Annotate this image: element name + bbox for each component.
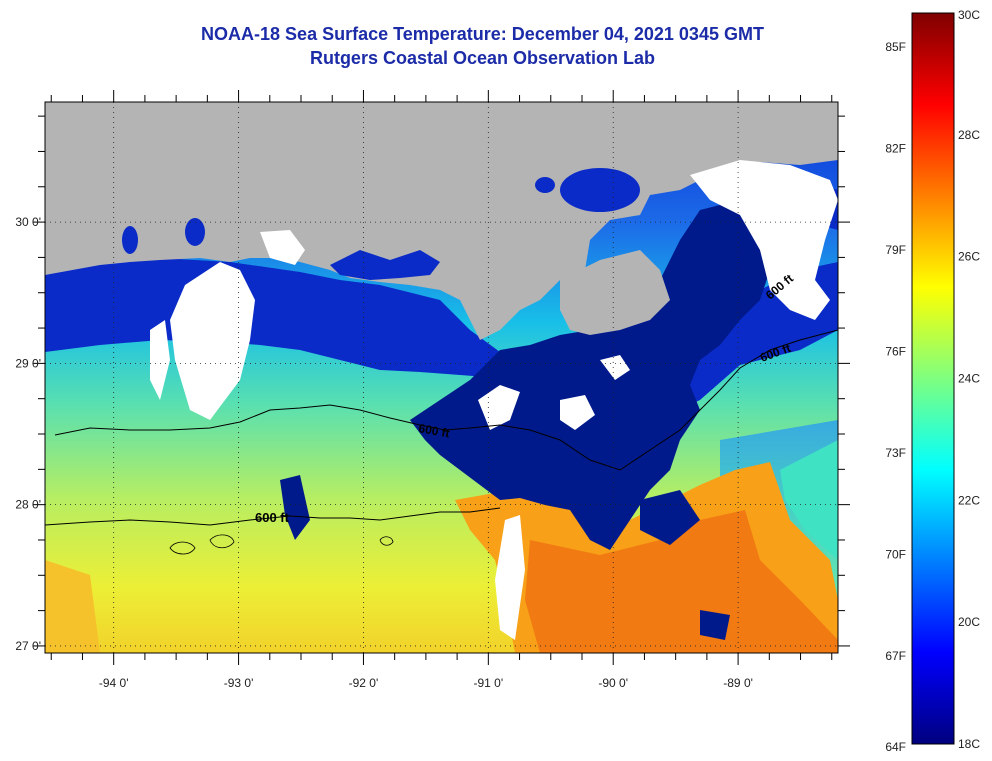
cloud-center-3	[600, 355, 630, 380]
lake-calcasieu	[185, 218, 205, 246]
colorbar-fahrenheit-label: 85F	[885, 40, 906, 54]
sst-cool-patch	[780, 440, 838, 560]
isobath-600ft-upper	[54, 329, 838, 471]
land-mass	[45, 102, 838, 340]
map-title: NOAA-18 Sea Surface Temperature: Decembe…	[201, 24, 764, 44]
lon-tick-label: -94 0'	[99, 676, 129, 690]
map-tick-labels: -94 0' -93 0' -92 0' -91 0' -90 0' -89 0' 30 0…	[15, 215, 753, 690]
isobath-600ft-lower	[45, 507, 501, 526]
cloud-east	[690, 160, 838, 320]
contour-loop-2	[209, 534, 235, 549]
map-grid	[45, 102, 838, 653]
colorbar: 30C 28C 26C 24C 22C 20C 18C 85F 82F 79F 76F 73F 70F…	[885, 8, 980, 754]
lat-tick-label: 30 0'	[15, 215, 41, 229]
lon-tick-label: -93 0'	[224, 676, 254, 690]
lon-tick-label: -90 0'	[598, 676, 628, 690]
colorbar-scale	[911, 12, 955, 745]
map-plot-area: 600 ft 600 ft 600 ft 600 ft	[45, 102, 838, 653]
sst-cold-patch-south	[700, 610, 730, 640]
colorbar-fahrenheit-label: 64F	[885, 740, 906, 754]
lat-tick-label: 28 0'	[15, 498, 41, 512]
lake-maurepas	[535, 177, 555, 193]
bay-vermilion	[330, 250, 440, 280]
colorbar-fahrenheit-labels: 85F 82F 79F 76F 73F 70F 67F 64F	[885, 40, 906, 754]
sst-cold-patch	[640, 490, 700, 545]
colorbar-celsius-label: 22C	[958, 493, 980, 507]
colorbar-fahrenheit-label: 79F	[885, 243, 906, 257]
colorbar-celsius-label: 26C	[958, 250, 980, 264]
colorbar-celsius-labels: 30C 28C 26C 24C 22C 20C 18C	[958, 8, 980, 751]
map-ticks	[33, 90, 850, 665]
colorbar-celsius-label: 20C	[958, 615, 980, 629]
cloud-coast	[260, 230, 305, 265]
colorbar-fahrenheit-label: 73F	[885, 446, 906, 460]
colorbar-fahrenheit-label: 70F	[885, 547, 906, 561]
colorbar-celsius-label: 30C	[958, 8, 980, 22]
colorbar-fahrenheit-label: 82F	[885, 141, 906, 155]
cloud-west-2	[150, 320, 170, 400]
colorbar-celsius-label: 18C	[958, 737, 980, 751]
sst-cold-patch-west	[280, 475, 310, 540]
lon-tick-label: -91 0'	[474, 676, 504, 690]
cloud-center-2	[560, 395, 595, 430]
land-delta	[560, 250, 670, 335]
lon-tick-label: -92 0'	[349, 676, 379, 690]
lake-sabine	[122, 226, 138, 254]
colorbar-fahrenheit-label: 76F	[885, 344, 906, 358]
sst-cold-plume	[410, 200, 770, 550]
map-frame	[44, 101, 839, 654]
lat-tick-label: 29 0'	[15, 356, 41, 370]
lake-pontchartrain	[560, 168, 640, 212]
colorbar-celsius-label: 24C	[958, 372, 980, 386]
cloud-south	[495, 515, 525, 640]
lat-tick-label: 27 0'	[15, 639, 41, 653]
contour-loop-3	[379, 536, 394, 546]
cloud-center	[478, 385, 520, 430]
isobath-label-2: 600 ft	[417, 421, 450, 440]
sst-west-warm	[45, 560, 100, 653]
cloud-west	[170, 262, 255, 420]
contour-loop-1	[169, 541, 196, 555]
lon-tick-label: -89 0'	[723, 676, 753, 690]
colorbar-fahrenheit-label: 67F	[885, 649, 906, 663]
sst-warm-core	[525, 510, 838, 653]
isobath-label-1: 600 ft	[255, 510, 290, 525]
map-subtitle: Rutgers Coastal Ocean Observation Lab	[309, 48, 656, 68]
colorbar-celsius-label: 28C	[958, 128, 980, 142]
